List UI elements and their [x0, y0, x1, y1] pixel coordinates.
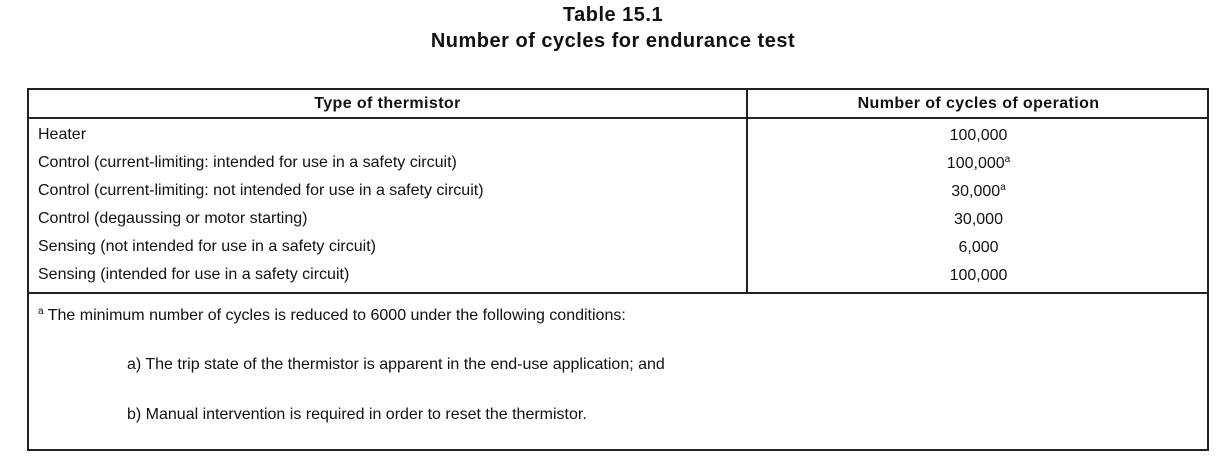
table-row: Control (degaussing or motor starting) 30… [29, 205, 1207, 233]
thermistor-type: Control (degaussing or motor starting) [38, 210, 308, 227]
table-header: Type of thermistor Number of cycles of o… [29, 90, 1207, 119]
table-row: Control (current-limiting: intended for … [29, 149, 1207, 177]
footnote: a The minimum number of cycles is reduce… [38, 306, 626, 325]
cycles-value: 100,000 [949, 127, 1008, 144]
cycles-value: 100,000 [949, 267, 1008, 284]
endurance-table: Type of thermistor Number of cycles of o… [27, 88, 1209, 451]
thermistor-type: Sensing (intended for use in a safety ci… [38, 266, 350, 283]
table-number: Table 15.1 [562, 4, 664, 26]
table-row: Heater 100,000 [29, 121, 1207, 149]
footnote-ref: a [1004, 154, 1011, 165]
footnote-condition-a: a) The trip state of the thermistor is a… [127, 356, 665, 373]
thermistor-type: Sensing (not intended for use in a safet… [38, 238, 376, 255]
table-body: Heater 100,000 Control (current-limiting: … [29, 119, 1207, 294]
footnote-text: The minimum number of cycles is reduced … [47, 307, 626, 324]
column-header-type: Type of thermistor [314, 95, 461, 112]
footnote-marker: a [38, 306, 44, 317]
cycles-cell: 100,000a [748, 154, 1209, 173]
cycles-value: 30,000 [954, 211, 1003, 228]
table-row: Sensing (not intended for use in a safet… [29, 233, 1207, 261]
cycles-cell: 6,000 [748, 238, 1209, 257]
column-divider [746, 90, 748, 292]
footnote-condition-b: b) Manual intervention is required in or… [127, 406, 587, 423]
table-row: Sensing (intended for use in a safety ci… [29, 261, 1207, 289]
cycles-value: 30,000 [951, 183, 1001, 200]
thermistor-type: Heater [38, 126, 87, 143]
table-title: Number of cycles for endurance test [430, 30, 796, 52]
cycles-cell: 30,000a [748, 182, 1209, 201]
thermistor-type: Control (current-limiting: intended for … [38, 154, 457, 171]
cycles-cell: 100,000 [748, 126, 1209, 145]
cycles-value: 6,000 [958, 239, 999, 256]
column-header-cycles: Number of cycles of operation [857, 95, 1100, 112]
cycles-cell: 30,000 [748, 210, 1209, 229]
cycles-cell: 100,000 [748, 266, 1209, 285]
thermistor-type: Control (current-limiting: not intended … [38, 182, 484, 199]
cycles-value: 100,000 [946, 155, 1005, 172]
footnote-ref: a [1000, 182, 1006, 193]
table-row: Control (current-limiting: not intended … [29, 177, 1207, 205]
